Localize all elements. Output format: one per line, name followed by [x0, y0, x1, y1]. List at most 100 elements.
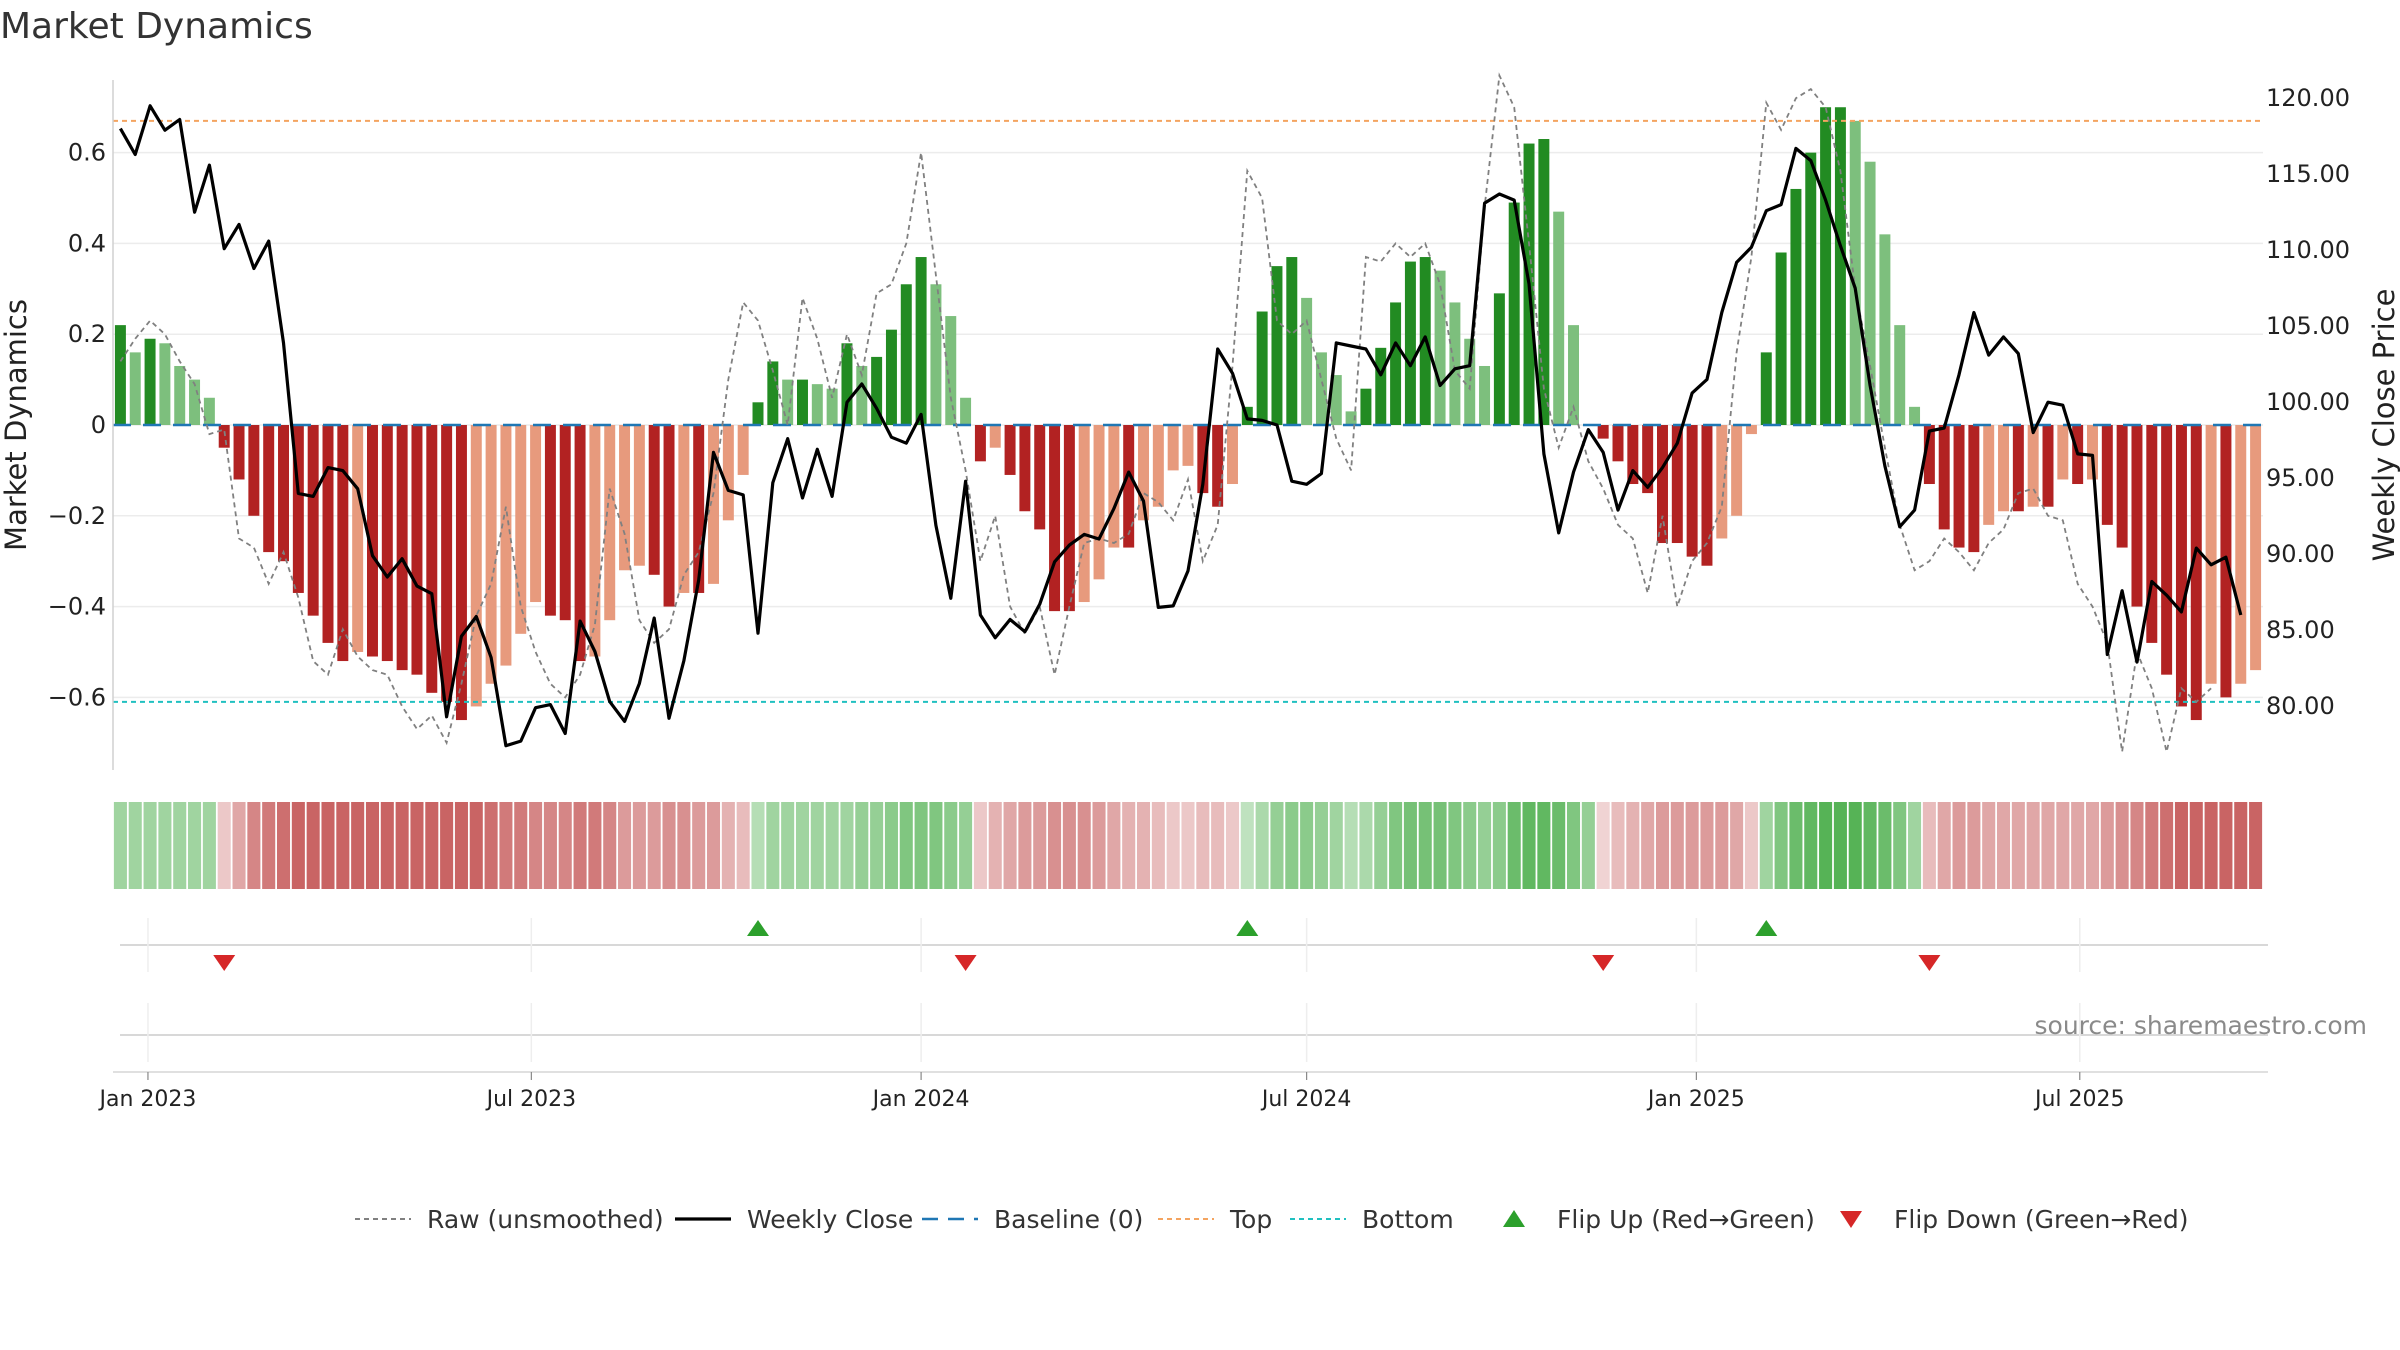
dynamics-bar: [2116, 425, 2128, 548]
flip-up-marker: [1236, 920, 1259, 936]
dynamics-bar: [263, 425, 275, 553]
regime-cell: [1655, 802, 1670, 889]
regime-cell: [736, 802, 750, 889]
regime-cell: [2056, 802, 2070, 889]
regime-cell: [276, 802, 291, 889]
regime-cell: [1982, 802, 1996, 889]
regime-cell: [1730, 802, 1744, 889]
flip-down-marker: [213, 955, 236, 971]
dynamics-bar: [1167, 425, 1179, 471]
date-tick-label: Jan 2025: [1646, 1087, 1745, 1112]
legend-item-flip_down: Flip Down (Green→Red): [1840, 1205, 2189, 1234]
regime-cell: [1833, 802, 1847, 889]
dynamics-bar: [218, 425, 230, 448]
dynamics-bar: [1063, 425, 1075, 612]
dynamics-bar: [945, 316, 957, 425]
regime-cell: [1922, 802, 1936, 889]
regime-cell: [1107, 802, 1121, 889]
regime-cell: [1300, 802, 1314, 889]
dynamics-bar: [663, 425, 675, 607]
dynamics-bar: [1568, 325, 1580, 425]
regime-cell: [1952, 802, 1966, 889]
legend-swatch-flip-up: [1503, 1210, 1525, 1227]
regime-cell: [514, 802, 528, 889]
dynamics-bar: [292, 425, 304, 593]
dynamics-bar: [544, 425, 556, 616]
dynamics-bar: [1375, 347, 1387, 425]
dynamics-bar: [708, 425, 720, 584]
dynamics-bar: [129, 352, 141, 425]
date-tick-label: Jan 2024: [871, 1087, 970, 1112]
regime-cell: [1522, 802, 1536, 889]
dynamics-bar: [203, 397, 215, 425]
regime-cell: [529, 802, 543, 889]
left-tick-label: 0.2: [68, 320, 106, 348]
regime-cell: [2100, 802, 2114, 889]
regime-cell: [870, 802, 884, 889]
regime-cell: [810, 802, 824, 889]
dynamics-bar: [396, 425, 408, 671]
regime-cell: [247, 802, 261, 889]
dynamics-bar: [1686, 425, 1698, 557]
dynamics-bar: [1152, 425, 1164, 507]
right-tick-label: 90.00: [2266, 540, 2335, 568]
regime-cell: [1700, 802, 1714, 889]
regime-cell: [1136, 802, 1151, 889]
legend-item-flip_up: Flip Up (Red→Green): [1503, 1205, 1815, 1234]
dynamics-bar: [1612, 425, 1624, 462]
regime-cell: [484, 802, 498, 889]
dynamics-bar: [604, 425, 616, 621]
regime-cell: [113, 802, 127, 889]
dynamics-bar: [737, 425, 749, 475]
dynamics-bar: [278, 425, 290, 562]
dynamics-bar: [1716, 425, 1728, 539]
dynamics-bar: [633, 425, 645, 566]
dynamics-bar: [678, 425, 690, 593]
date-tick-label: Jul 2024: [1260, 1087, 1352, 1112]
regime-cell: [2174, 802, 2188, 889]
regime-cell: [291, 802, 305, 889]
dynamics-bar: [1864, 161, 1876, 426]
regime-cell: [662, 802, 676, 889]
regime-cell: [2219, 802, 2233, 889]
dynamics-bar: [619, 425, 631, 571]
dynamics-bar: [1923, 425, 1935, 485]
dynamics-bar: [574, 425, 586, 662]
right-axis-ticks: 120.00 115.00 110.00 105.00 100.00 95.00 90.00…: [2266, 84, 2350, 720]
regime-cell: [1196, 802, 1210, 889]
regime-cell: [1848, 802, 1862, 889]
dynamics-bar: [826, 388, 838, 425]
regime-cell: [158, 802, 172, 889]
dynamics-bar: [1968, 425, 1980, 553]
dynamics-bar: [648, 425, 660, 575]
dynamics-bar: [441, 425, 453, 702]
regime-cell: [632, 802, 646, 889]
dynamics-bar: [1790, 188, 1802, 425]
legend-label-flip_up: Flip Up (Red→Green): [1557, 1205, 1815, 1234]
dynamics-bar: [885, 329, 897, 425]
regime-cell: [1759, 802, 1773, 889]
dynamics-bar: [871, 356, 883, 425]
regime-cell: [1433, 802, 1447, 889]
regime-cell: [1403, 802, 1417, 889]
right-tick-label: 110.00: [2266, 236, 2350, 264]
dynamics-bar: [1597, 425, 1609, 439]
dynamics-bar: [1627, 425, 1639, 485]
regime-cell: [2115, 802, 2129, 889]
dynamics-bar: [1286, 257, 1298, 425]
dynamics-bar: [1538, 139, 1550, 425]
dynamics-bar: [2235, 425, 2247, 684]
regime-cell: [1359, 802, 1373, 889]
regime-cell: [321, 802, 335, 889]
regime-cell: [232, 802, 246, 889]
regime-cell: [202, 802, 216, 889]
dynamics-bar: [2086, 425, 2098, 480]
left-tick-label: 0.6: [68, 139, 106, 167]
regime-cell: [677, 802, 691, 889]
dynamics-bar: [1434, 270, 1446, 425]
right-tick-label: 85.00: [2266, 616, 2335, 644]
dynamics-bar: [1656, 425, 1668, 544]
dynamics-bar: [1404, 261, 1416, 425]
legend-label-baseline: Baseline (0): [994, 1205, 1143, 1234]
dynamics-bar: [515, 425, 527, 634]
